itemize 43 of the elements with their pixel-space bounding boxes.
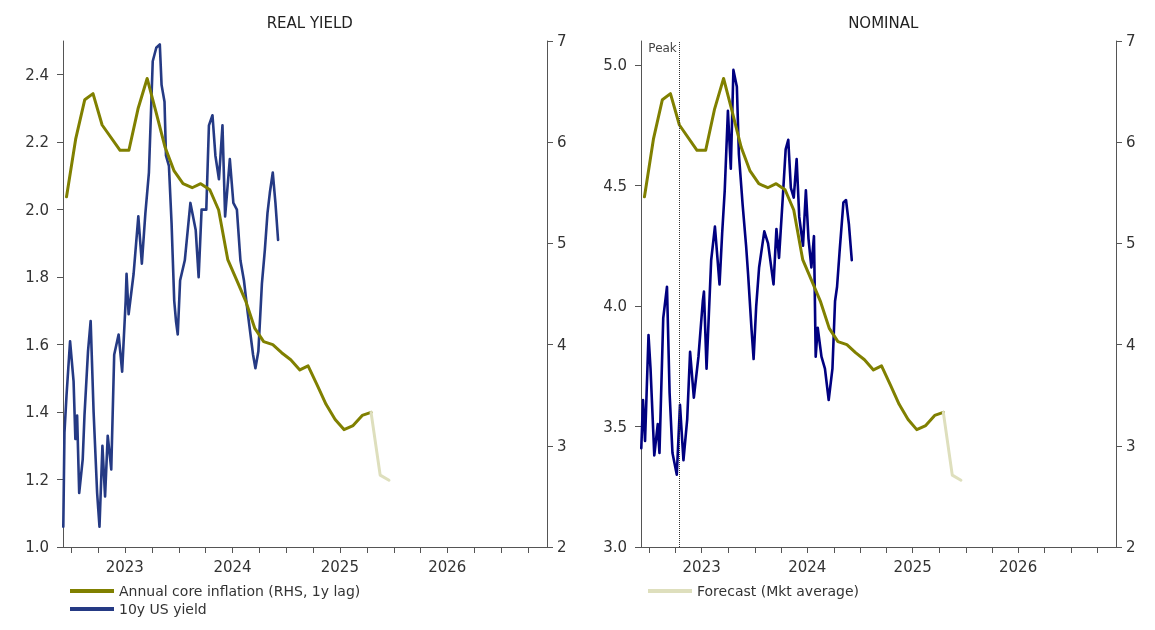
y-tick-label: 1.6: [25, 335, 49, 354]
x-tick-label: 2025: [320, 557, 359, 576]
y2-tick-label: 3: [1125, 436, 1136, 455]
chart-title: REAL YIELD: [266, 13, 353, 32]
legend-label: Forecast (Mkt average): [696, 583, 859, 599]
y-tick-label: 1.2: [25, 470, 49, 489]
y-tick-label: 3.0: [602, 538, 627, 556]
y-tick-label: 1.4: [25, 403, 49, 422]
y-tick-label: 2.0: [25, 200, 49, 219]
y2-tick-label: 7: [557, 32, 567, 50]
ref-line-label: Peak: [647, 41, 677, 55]
y-tick-label: 4.0: [602, 297, 627, 316]
x-tick-label: 2026: [428, 557, 467, 576]
legend-label: Annual core inflation (RHS, 1y lag): [119, 583, 361, 599]
y-tick-label: 2.2: [25, 133, 49, 152]
y-tick-label: 5.0: [602, 56, 627, 75]
x-tick-label: 2023: [682, 557, 721, 576]
y2-tick-label: 4: [1125, 335, 1136, 354]
y2-tick-label: 5: [557, 234, 567, 253]
x-tick-label: 2026: [998, 557, 1037, 576]
y-tick-label: 2.4: [25, 65, 49, 84]
y2-tick-label: 6: [557, 133, 567, 152]
y2-tick-label: 3: [557, 436, 567, 455]
line-series: [65, 76, 373, 432]
line-series: [61, 43, 280, 529]
x-tick-label: 2025: [893, 557, 932, 576]
y2-tick-label: 5: [1125, 234, 1136, 253]
y2-tick-label: 4: [557, 335, 567, 354]
legend-label: 10y US yield: [119, 601, 207, 617]
y2-tick-label: 2: [1125, 538, 1136, 556]
x-tick-label: 2023: [105, 557, 144, 576]
line-series: [642, 76, 945, 432]
x-tick-label: 2024: [213, 557, 252, 576]
y-tick-label: 4.5: [602, 176, 627, 195]
y2-tick-label: 7: [1125, 32, 1136, 50]
y-tick-label: 1.8: [25, 268, 49, 287]
chart-title: NOMINAL: [847, 13, 919, 32]
y-tick-label: 1.0: [25, 538, 49, 556]
y-tick-label: 3.5: [602, 417, 627, 436]
y2-tick-label: 2: [557, 538, 567, 556]
y2-tick-label: 6: [1125, 133, 1136, 152]
line-series: [639, 68, 853, 477]
x-tick-label: 2024: [787, 557, 826, 576]
